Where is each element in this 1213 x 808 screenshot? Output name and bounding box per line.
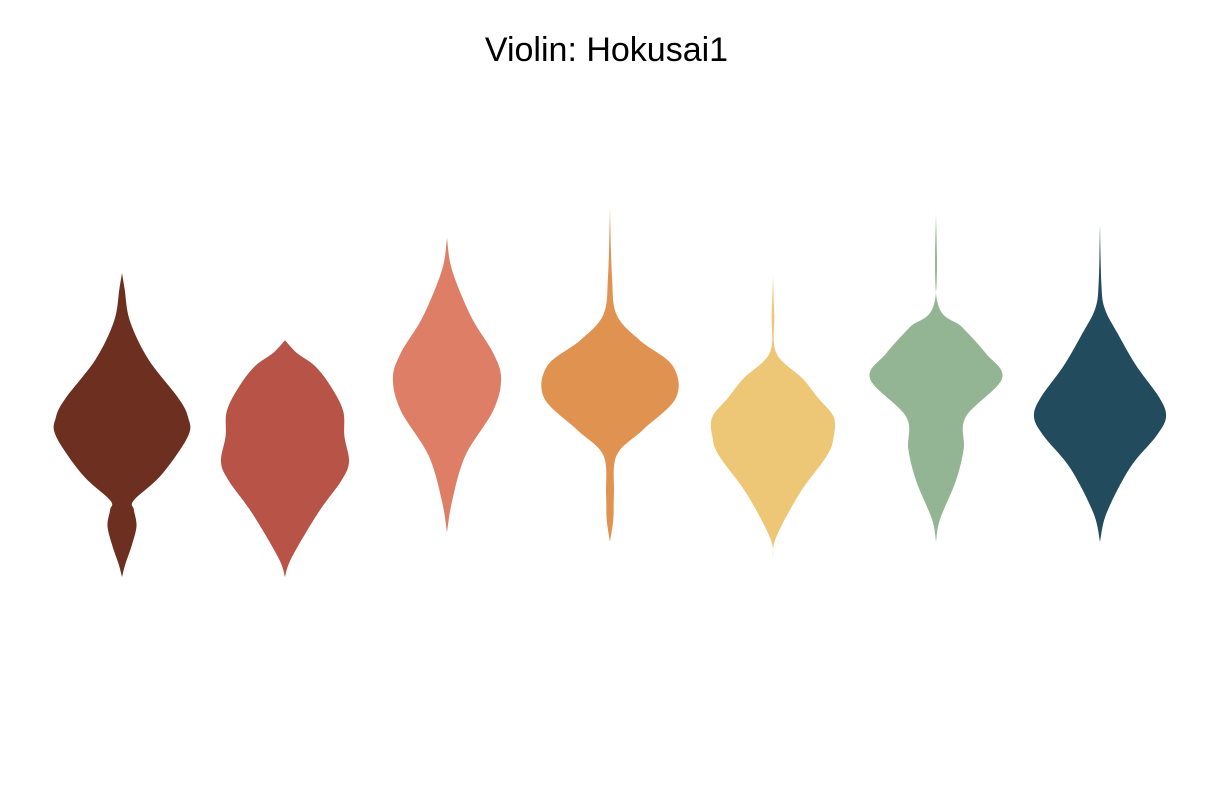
chart-title: Violin: Hokusai1	[484, 31, 729, 69]
violin-1	[53, 273, 191, 577]
violin-5	[710, 276, 836, 561]
violin-6	[869, 209, 1003, 542]
violin-2	[220, 340, 350, 577]
violin-7	[1033, 225, 1167, 542]
violin-3	[392, 237, 502, 533]
violin-4	[541, 209, 679, 542]
